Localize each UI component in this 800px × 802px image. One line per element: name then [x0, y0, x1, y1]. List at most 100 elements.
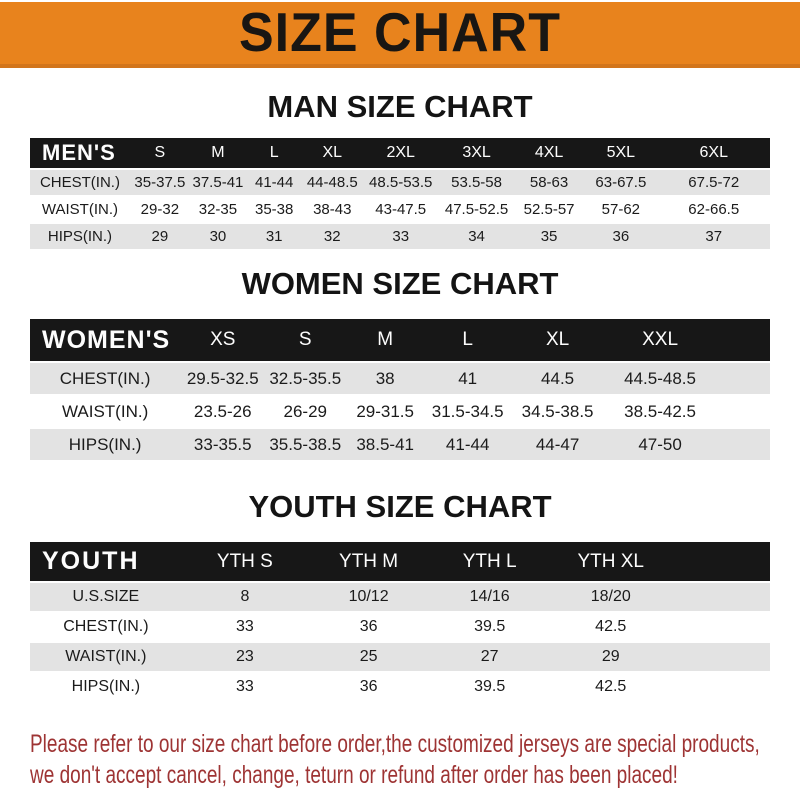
- measurement-row: WAIST(IN.) 23 25 27 29: [30, 643, 770, 671]
- size-value-cell: 53.5-58: [451, 174, 502, 191]
- filler-cell: [715, 363, 770, 394]
- size-table: WOMEN'S XS S M L XL XXL CHEST(IN.) 29.5-32.5 32.5…: [30, 317, 770, 462]
- table-header-row: MEN'S S M L XL 2XL 3XL 4XL 5XL 6XL: [30, 138, 770, 168]
- size-value-cell: 52.5-57: [523, 201, 575, 218]
- column-header-cell: 4XL: [534, 144, 564, 161]
- size-value-cell: 42.5: [595, 678, 627, 695]
- section-heading: YOUTH SIZE CHART: [248, 489, 552, 524]
- size-value-cell: 29.5-32.5: [186, 368, 259, 388]
- banner-title: SIZE CHART: [239, 2, 561, 64]
- size-value-cell: 30: [209, 228, 227, 245]
- size-value-cell: 33: [392, 228, 410, 245]
- size-value-cell: 31: [265, 228, 283, 245]
- measurement-row: HIPS(IN.) 33 36 39.5 42.5: [30, 673, 770, 701]
- column-header-cell: S: [154, 144, 166, 161]
- size-value-cell: 43-47.5: [375, 201, 427, 218]
- sections-container: MAN SIZE CHART MEN'S S M L XL 2XL 3XL 4XL 5XL 6XL…: [0, 90, 800, 703]
- size-value-cell: 29: [151, 228, 169, 245]
- column-header-cell: L: [269, 144, 279, 161]
- column-header-cell: YTH S: [216, 550, 273, 572]
- size-table: YOUTH YTH S YTH M YTH L YTH XL U.S.SIZE 8 10/12…: [30, 540, 770, 703]
- column-header-cell: YTH XL: [577, 550, 644, 572]
- filler-cell: [715, 396, 770, 427]
- filler-cell: [671, 643, 770, 671]
- size-value-cell: 23: [235, 648, 254, 665]
- size-value-cell: 29-31.5: [356, 401, 414, 421]
- column-header-cell: XL: [322, 144, 343, 161]
- size-value-cell: 33: [235, 618, 254, 635]
- measurement-row: HIPS(IN.) 29 30 31 32 33 34 35 36 37: [30, 224, 770, 249]
- section-heading: MAN SIZE CHART: [267, 89, 533, 124]
- filler-cell: [715, 429, 770, 460]
- size-value-cell: 48.5-53.5: [369, 174, 433, 191]
- column-header-cell: M: [377, 329, 394, 350]
- size-value-cell: 39.5: [474, 618, 506, 635]
- row-label-cell: CHEST(IN.): [59, 368, 151, 388]
- row-label-cell: HIPS(IN.): [71, 678, 141, 695]
- size-value-cell: 44-47: [535, 434, 580, 454]
- column-header-cell: YTH M: [339, 550, 399, 572]
- size-value-cell: 26-29: [283, 401, 327, 421]
- column-header-cell: S: [298, 329, 312, 350]
- size-value-cell: 44.5: [541, 368, 575, 388]
- size-value-cell: 35.5-38.5: [269, 434, 342, 454]
- size-value-cell: 39.5: [474, 678, 506, 695]
- size-value-cell: 35: [540, 228, 558, 245]
- column-header-cell: YTH L: [462, 550, 517, 572]
- size-value-cell: 47-50: [638, 434, 682, 454]
- measurement-row: HIPS(IN.) 33-35.5 35.5-38.5 38.5-41 41-44 44-…: [30, 429, 770, 460]
- measurement-row: CHEST(IN.) 29.5-32.5 32.5-35.5 38 41 44.5 44.5…: [30, 363, 770, 394]
- footer-notice: Please refer to our size chart before or…: [30, 729, 800, 791]
- column-header-cell: XL: [545, 329, 570, 350]
- size-value-cell: 38.5-42.5: [624, 401, 696, 421]
- row-label-cell: WAIST(IN.): [41, 201, 118, 218]
- size-value-cell: 23.5-26: [193, 401, 252, 421]
- row-label-cell: WAIST(IN.): [65, 648, 147, 665]
- column-header-cell: XXL: [642, 329, 679, 350]
- size-value-cell: 33-35.5: [193, 434, 252, 454]
- measurement-row: WAIST(IN.) 23.5-26 26-29 29-31.5 31.5-34.5 34…: [30, 396, 770, 427]
- measurement-row: CHEST(IN.) 33 36 39.5 42.5: [30, 613, 770, 641]
- size-value-cell: 38-43: [313, 201, 352, 218]
- table-title-cell: MEN'S: [42, 140, 116, 165]
- size-value-cell: 41: [458, 368, 478, 388]
- filler-cell: [671, 613, 770, 641]
- size-value-cell: 8: [240, 588, 250, 605]
- size-value-cell: 29-32: [140, 201, 180, 218]
- section-heading: WOMEN SIZE CHART: [241, 266, 559, 301]
- column-header-cell: 3XL: [462, 144, 491, 161]
- measurement-row: WAIST(IN.) 29-32 32-35 35-38 38-43 43-47.5 47.…: [30, 197, 770, 222]
- size-value-cell: 42.5: [595, 618, 627, 635]
- size-value-cell: 25: [359, 648, 378, 665]
- column-header-cell: 2XL: [386, 144, 415, 161]
- column-header-cell: 6XL: [699, 144, 728, 161]
- column-header-cell: XS: [210, 329, 236, 350]
- size-value-cell: 63-67.5: [595, 174, 647, 191]
- column-header-cell: M: [211, 144, 225, 161]
- column-header-cell: L: [462, 329, 473, 350]
- size-value-cell: 41-44: [254, 174, 294, 191]
- filler-cell: [671, 583, 770, 611]
- size-value-cell: 67.5-72: [688, 174, 740, 191]
- size-value-cell: 38.5-41: [356, 434, 414, 454]
- size-value-cell: 35-37.5: [134, 174, 186, 191]
- table-header-row: WOMEN'S XS S M L XL XXL: [30, 319, 770, 361]
- row-label-cell: CHEST(IN.): [39, 174, 120, 191]
- size-value-cell: 31.5-34.5: [431, 401, 504, 421]
- chart-section: WOMEN SIZE CHART WOMEN'S XS S M L XL XXL CHEST(…: [0, 267, 800, 462]
- size-value-cell: 34: [468, 228, 485, 245]
- size-value-cell: 32: [323, 228, 341, 245]
- size-table: MEN'S S M L XL 2XL 3XL 4XL 5XL 6XL CHEST(IN.) 35-37…: [30, 136, 770, 251]
- size-value-cell: 47.5-52.5: [444, 201, 509, 218]
- size-value-cell: 37.5-41: [192, 174, 244, 191]
- table-title-cell: WOMEN'S: [42, 325, 171, 354]
- size-value-cell: 14/16: [469, 588, 510, 605]
- size-value-cell: 57-62: [601, 201, 641, 218]
- size-value-cell: 58-63: [529, 174, 569, 191]
- notice-line-1: Please refer to our size chart before or…: [30, 730, 760, 758]
- size-value-cell: 29: [601, 648, 620, 665]
- row-label-cell: HIPS(IN.): [68, 434, 142, 454]
- size-value-cell: 37: [705, 228, 723, 245]
- size-value-cell: 41-44: [445, 434, 490, 454]
